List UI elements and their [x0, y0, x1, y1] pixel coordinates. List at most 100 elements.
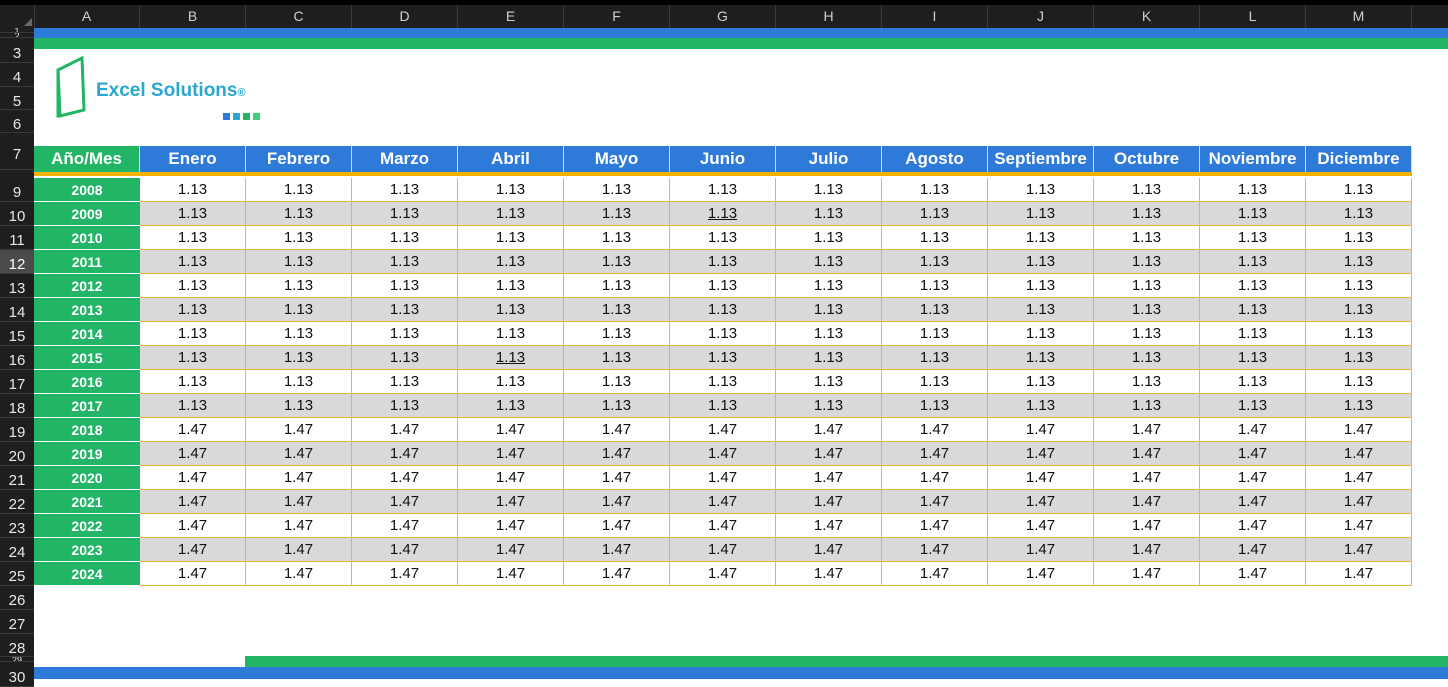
header-month-5[interactable]: Mayo [564, 146, 670, 172]
value-cell[interactable]: 1.47 [988, 418, 1094, 442]
value-cell[interactable]: 1.47 [1306, 562, 1412, 586]
value-cell[interactable]: 1.13 [1306, 322, 1412, 346]
value-cell[interactable]: 1.13 [1306, 226, 1412, 250]
value-cell[interactable]: 1.13 [776, 274, 882, 298]
header-month-7[interactable]: Julio [776, 146, 882, 172]
value-cell[interactable]: 1.13 [246, 226, 352, 250]
row-header-20[interactable]: 20 [0, 442, 34, 466]
value-cell[interactable]: 1.47 [882, 562, 988, 586]
value-cell[interactable]: 1.47 [246, 514, 352, 538]
column-header-g[interactable]: G [670, 5, 776, 28]
value-cell[interactable]: 1.13 [352, 202, 458, 226]
value-cell[interactable]: 1.13 [1200, 226, 1306, 250]
value-cell[interactable]: 1.47 [670, 562, 776, 586]
value-cell[interactable]: 1.47 [1094, 466, 1200, 490]
value-cell[interactable]: 1.13 [246, 178, 352, 202]
value-cell[interactable]: 1.13 [988, 322, 1094, 346]
value-cell[interactable]: 1.13 [140, 250, 246, 274]
value-cell[interactable]: 1.47 [1306, 466, 1412, 490]
value-cell[interactable]: 1.47 [352, 538, 458, 562]
year-cell[interactable]: 2010 [34, 226, 140, 250]
value-cell[interactable]: 1.47 [564, 490, 670, 514]
row-header-5[interactable]: 5 [0, 87, 34, 110]
value-cell[interactable]: 1.13 [670, 250, 776, 274]
value-cell[interactable]: 1.47 [882, 490, 988, 514]
value-cell[interactable]: 1.13 [882, 226, 988, 250]
value-cell[interactable]: 1.13 [352, 322, 458, 346]
value-cell[interactable]: 1.13 [1306, 178, 1412, 202]
year-cell[interactable]: 2008 [34, 178, 140, 202]
value-cell[interactable]: 1.47 [246, 490, 352, 514]
row-header-3[interactable]: 3 [0, 38, 34, 63]
value-cell[interactable]: 1.13 [564, 298, 670, 322]
value-cell[interactable]: 1.13 [140, 298, 246, 322]
row-header-25[interactable]: 25 [0, 562, 34, 586]
value-cell[interactable]: 1.13 [1094, 202, 1200, 226]
value-cell[interactable]: 1.13 [882, 202, 988, 226]
row-header-21[interactable]: 21 [0, 466, 34, 490]
value-cell[interactable]: 1.47 [1200, 466, 1306, 490]
year-cell[interactable]: 2023 [34, 538, 140, 562]
column-header-k[interactable]: K [1094, 5, 1200, 28]
value-cell[interactable]: 1.13 [1094, 178, 1200, 202]
year-cell[interactable]: 2014 [34, 322, 140, 346]
value-cell[interactable]: 1.47 [1200, 514, 1306, 538]
value-cell[interactable]: 1.13 [1200, 394, 1306, 418]
value-cell[interactable]: 1.13 [564, 250, 670, 274]
value-cell[interactable]: 1.13 [988, 346, 1094, 370]
column-header-b[interactable]: B [140, 5, 246, 28]
select-all-corner[interactable] [0, 5, 35, 28]
value-cell[interactable]: 1.13 [140, 202, 246, 226]
value-cell[interactable]: 1.47 [140, 538, 246, 562]
value-cell[interactable]: 1.13 [458, 178, 564, 202]
value-cell[interactable]: 1.47 [1094, 490, 1200, 514]
value-cell[interactable]: 1.13 [140, 346, 246, 370]
value-cell[interactable]: 1.13 [352, 370, 458, 394]
value-cell[interactable]: 1.13 [1200, 298, 1306, 322]
value-cell[interactable]: 1.13 [882, 346, 988, 370]
column-header-f[interactable]: F [564, 5, 670, 28]
value-cell[interactable]: 1.47 [352, 562, 458, 586]
value-cell[interactable]: 1.47 [988, 442, 1094, 466]
row-header-2[interactable]: 2 [0, 33, 34, 38]
row-header-18[interactable]: 18 [0, 394, 34, 418]
column-header-c[interactable]: C [246, 5, 352, 28]
value-cell[interactable]: 1.47 [882, 418, 988, 442]
value-cell[interactable]: 1.13 [564, 274, 670, 298]
value-cell[interactable]: 1.47 [776, 562, 882, 586]
value-cell[interactable]: 1.13 [1094, 250, 1200, 274]
value-cell[interactable]: 1.13 [988, 394, 1094, 418]
value-cell[interactable]: 1.13 [1094, 346, 1200, 370]
value-cell[interactable]: 1.47 [776, 466, 882, 490]
year-cell[interactable]: 2021 [34, 490, 140, 514]
value-cell[interactable]: 1.13 [1200, 250, 1306, 274]
header-month-10[interactable]: Octubre [1094, 146, 1200, 172]
value-cell[interactable]: 1.13 [670, 202, 776, 226]
header-month-3[interactable]: Marzo [352, 146, 458, 172]
value-cell[interactable]: 1.47 [988, 562, 1094, 586]
value-cell[interactable]: 1.13 [988, 202, 1094, 226]
value-cell[interactable]: 1.13 [1200, 346, 1306, 370]
row-header-12[interactable]: 12 [0, 250, 34, 274]
value-cell[interactable]: 1.13 [1306, 250, 1412, 274]
value-cell[interactable]: 1.13 [246, 346, 352, 370]
row-header-29[interactable]: 29 [0, 657, 34, 662]
row-header-17[interactable]: 17 [0, 370, 34, 394]
header-month-12[interactable]: Diciembre [1306, 146, 1412, 172]
value-cell[interactable]: 1.47 [670, 442, 776, 466]
value-cell[interactable]: 1.47 [352, 442, 458, 466]
value-cell[interactable]: 1.13 [1306, 346, 1412, 370]
value-cell[interactable]: 1.13 [564, 178, 670, 202]
value-cell[interactable]: 1.47 [458, 514, 564, 538]
value-cell[interactable]: 1.47 [352, 418, 458, 442]
value-cell[interactable]: 1.13 [352, 346, 458, 370]
value-cell[interactable]: 1.47 [140, 442, 246, 466]
value-cell[interactable]: 1.13 [1200, 370, 1306, 394]
value-cell[interactable]: 1.13 [1306, 370, 1412, 394]
value-cell[interactable]: 1.47 [458, 538, 564, 562]
value-cell[interactable]: 1.13 [1200, 202, 1306, 226]
value-cell[interactable]: 1.13 [564, 346, 670, 370]
value-cell[interactable]: 1.13 [1306, 394, 1412, 418]
value-cell[interactable]: 1.47 [1094, 514, 1200, 538]
value-cell[interactable]: 1.47 [776, 514, 882, 538]
